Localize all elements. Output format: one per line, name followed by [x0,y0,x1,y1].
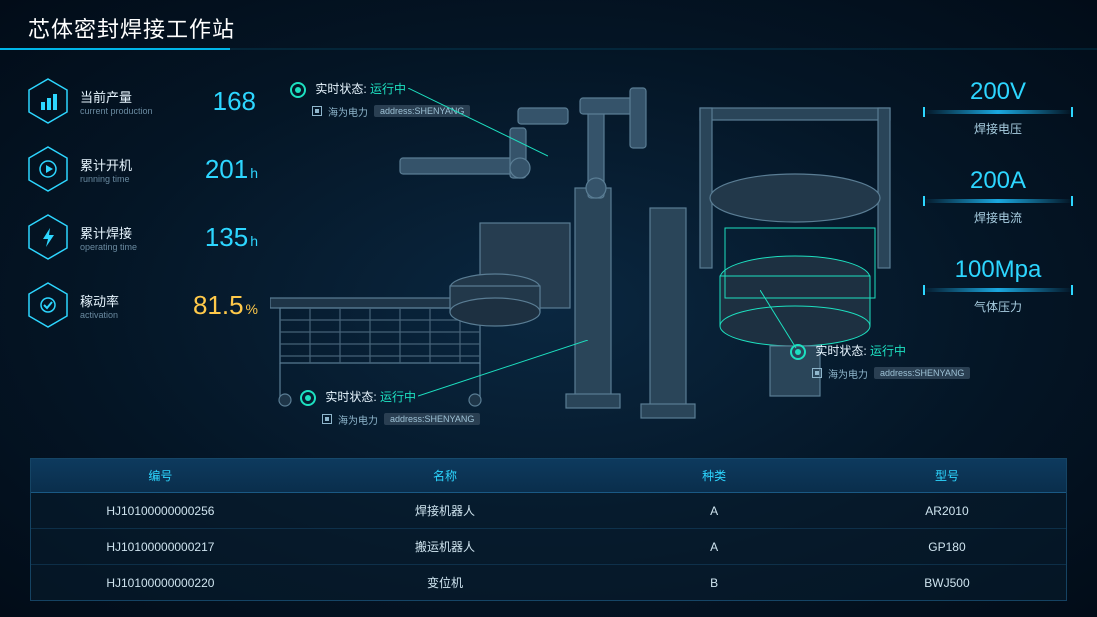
annotation-1: 实时状态: 运行中 海为电力 address:SHENYANG [290,80,470,119]
machine-render [270,68,920,438]
play-circle-icon [28,146,68,192]
table-row: HJ10100000000217 搬运机器人 A GP180 [31,529,1066,565]
gauge-value: 200A [923,167,1073,195]
title-underline [0,48,1097,50]
gauge-label: 焊接电压 [923,120,1073,137]
device-table: 编号 名称 种类 型号 HJ10100000000256 焊接机器人 A AR2… [30,458,1067,601]
table-header: 编号 名称 种类 型号 [31,459,1066,493]
stat-label-en: operating time [80,242,205,252]
table-col-model: 型号 [828,459,1066,493]
annotation-3: 实时状态: 运行中 海为电力 address:SHENYANG [790,342,970,381]
table-col-name: 名称 [290,459,601,493]
stat-running-time: 累计开机 running time 201h [28,146,258,192]
bolt-icon [28,214,68,260]
page-title: 芯体密封焊接工作站 [28,12,235,44]
annotation-sub: 海为电力 address:SHENYANG [812,366,970,381]
table-col-type: 种类 [600,459,828,493]
stat-label-en: running time [80,174,205,184]
status-dot-icon [790,344,806,360]
square-icon [312,106,322,116]
gauge-pressure: 100Mpa 气体压力 [923,256,1073,315]
status-dot-icon [290,82,306,98]
stat-activation: 稼动率 activation 81.5% [28,282,258,328]
gauge-voltage: 200V 焊接电压 [923,78,1073,137]
stat-value: 168 [213,86,258,117]
stat-operating-time: 累计焊接 operating time 135h [28,214,258,260]
annotation-status: 实时状态: 运行中 [315,82,406,96]
stat-value: 135h [205,222,258,253]
annotation-sub: 海为电力 address:SHENYANG [312,104,470,119]
stat-label-en: current production [80,106,213,116]
table-col-id: 编号 [31,459,290,493]
gauge-value: 200V [923,78,1073,106]
gauge-label: 焊接电流 [923,209,1073,226]
table-row: HJ10100000000256 焊接机器人 A AR2010 [31,493,1066,529]
stat-label-cn: 稼动率 [80,291,193,310]
stats-panel: 当前产量 current production 168 累计开机 running… [28,78,258,350]
stat-label-cn: 累计开机 [80,155,205,174]
bar-chart-icon [28,78,68,124]
check-icon [28,282,68,328]
annotation-status: 实时状态: 运行中 [815,344,906,358]
stat-current-production: 当前产量 current production 168 [28,78,258,124]
gauge-value: 100Mpa [923,256,1073,284]
gauges-panel: 200V 焊接电压 200A 焊接电流 100Mpa 气体压力 [923,78,1073,345]
gauge-bar [923,288,1073,292]
annotation-2: 实时状态: 运行中 海为电力 address:SHENYANG [300,388,480,427]
stat-value: 81.5% [193,290,258,321]
status-dot-icon [300,390,316,406]
table-row: HJ10100000000220 变位机 B BWJ500 [31,565,1066,601]
gauge-label: 气体压力 [923,298,1073,315]
stat-label-en: activation [80,310,193,320]
annotation-status: 实时状态: 运行中 [325,390,416,404]
stat-label-cn: 当前产量 [80,87,213,106]
stat-value: 201h [205,154,258,185]
gauge-bar [923,199,1073,203]
square-icon [812,368,822,378]
gauge-bar [923,110,1073,114]
square-icon [322,414,332,424]
gauge-current: 200A 焊接电流 [923,167,1073,226]
stat-label-cn: 累计焊接 [80,223,205,242]
annotation-sub: 海为电力 address:SHENYANG [322,412,480,427]
